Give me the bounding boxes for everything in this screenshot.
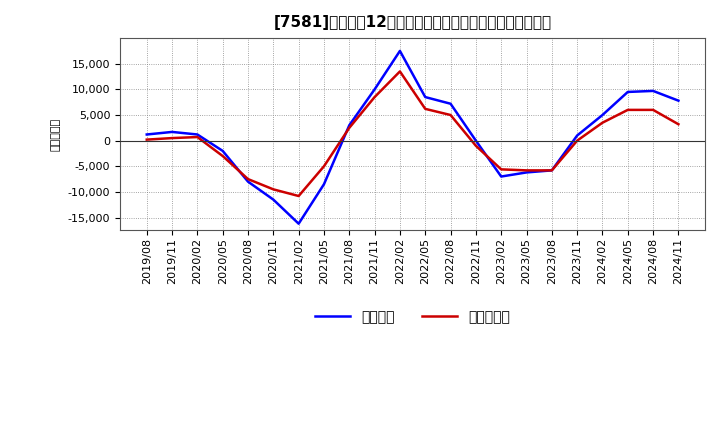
当期純利益 — [573, 138, 582, 143]
当期純利益 — [345, 125, 354, 131]
経常利益 — [497, 174, 505, 179]
経常利益 — [395, 48, 404, 54]
経常利益 — [320, 182, 328, 187]
当期純利益 — [421, 106, 430, 111]
当期純利益 — [320, 164, 328, 169]
経常利益 — [143, 132, 151, 137]
経常利益 — [269, 197, 278, 202]
当期純利益 — [649, 107, 657, 113]
経常利益 — [624, 89, 632, 95]
経常利益 — [547, 168, 556, 173]
経常利益 — [421, 95, 430, 100]
経常利益 — [370, 87, 379, 92]
Line: 当期純利益: 当期純利益 — [147, 71, 678, 196]
当期純利益 — [446, 112, 455, 117]
経常利益 — [345, 123, 354, 128]
当期純利益 — [598, 120, 607, 125]
Title: [7581]　利益だ12か月移動合計の対前年同期増減額の推移: [7581] 利益だ12か月移動合計の対前年同期増減額の推移 — [274, 15, 552, 30]
経常利益 — [573, 133, 582, 138]
当期純利益 — [218, 154, 227, 159]
当期純利益 — [522, 168, 531, 173]
当期純利益 — [193, 134, 202, 139]
経常利益 — [243, 179, 252, 184]
経常利益 — [168, 129, 176, 135]
経常利益 — [294, 221, 303, 226]
当期純利益 — [294, 193, 303, 198]
経常利益 — [446, 101, 455, 106]
経常利益 — [522, 170, 531, 175]
当期純利益 — [674, 121, 683, 127]
経常利益 — [598, 112, 607, 117]
当期純利益 — [143, 137, 151, 142]
経常利益 — [193, 132, 202, 137]
当期純利益 — [497, 167, 505, 172]
当期純利益 — [472, 143, 480, 148]
当期純利益 — [624, 107, 632, 113]
Line: 経常利益: 経常利益 — [147, 51, 678, 224]
当期純利益 — [547, 168, 556, 173]
当期純利益 — [395, 69, 404, 74]
当期純利益 — [370, 95, 379, 100]
Y-axis label: （百万円）: （百万円） — [51, 117, 61, 151]
当期純利益 — [269, 187, 278, 192]
当期純利益 — [243, 176, 252, 182]
Legend: 経常利益, 当期純利益: 経常利益, 当期純利益 — [310, 304, 516, 330]
経常利益 — [649, 88, 657, 94]
経常利益 — [218, 148, 227, 154]
当期純利益 — [168, 136, 176, 141]
経常利益 — [674, 98, 683, 103]
経常利益 — [472, 138, 480, 143]
